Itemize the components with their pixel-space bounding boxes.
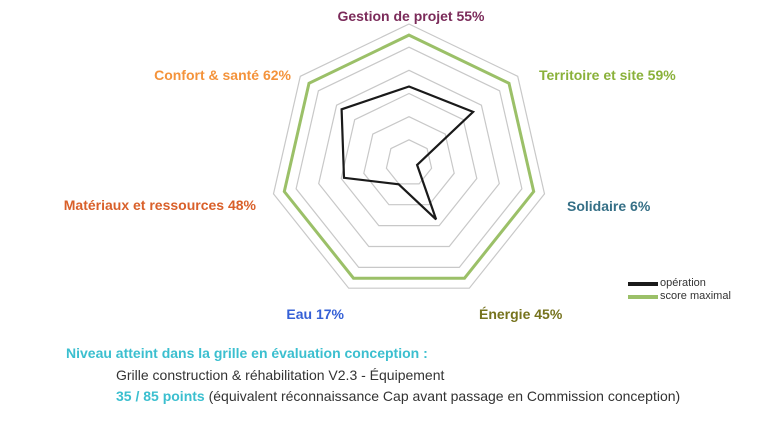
grid-ring-5 — [295, 46, 523, 268]
axis-label-eau: Eau 17% — [286, 306, 344, 322]
axis-name: Territoire et site — [539, 67, 648, 83]
axis-label-energie: Énergie 45% — [479, 306, 563, 322]
radar-chart: Gestion de projet 55% Territoire et site … — [64, 8, 676, 322]
axis-name: Confort & santé — [154, 67, 263, 83]
grid-ring-2 — [363, 116, 455, 206]
evaluation-heading: Niveau atteint dans la grille en évaluat… — [66, 345, 428, 361]
series-operation — [340, 85, 476, 221]
legend: opération score maximal — [628, 277, 731, 303]
points-value: 35 / 85 points — [116, 388, 205, 404]
grid-ring-6 — [272, 23, 546, 289]
grid-ring-4 — [318, 69, 500, 248]
axis-name: Énergie — [479, 306, 534, 322]
radar-series — [282, 33, 536, 280]
grid-ring-3 — [340, 92, 478, 227]
legend-swatch-operation — [628, 281, 658, 286]
radar-grid — [272, 23, 546, 289]
axis-label-materiaux-et-ressources: Matériaux et ressources 48% — [64, 197, 257, 213]
axis-name: Gestion de projet — [337, 8, 456, 24]
axis-value: 59% — [648, 67, 677, 83]
legend-item-score-maximal: score maximal — [628, 290, 731, 303]
axis-label-gestion-de-projet: Gestion de projet 55% — [337, 8, 485, 24]
legend-label-score-maximal: score maximal — [660, 290, 731, 302]
axis-value: 6% — [630, 198, 651, 214]
axis-name: Eau — [286, 306, 316, 322]
grid-name: Grille construction & réhabilitation V2.… — [116, 367, 445, 383]
axis-label-territoire-et-site: Territoire et site 59% — [539, 67, 676, 83]
axis-value: 17% — [316, 306, 345, 322]
axis-label-confort-sante: Confort & santé 62% — [154, 67, 291, 83]
legend-swatch-score-maximal — [628, 294, 658, 299]
grid-ring-1 — [385, 139, 433, 185]
axis-name: Matériaux et ressources — [64, 197, 228, 213]
axis-value: 48% — [228, 197, 257, 213]
axis-value: 45% — [534, 306, 563, 322]
axis-value: 55% — [456, 8, 485, 24]
axis-name: Solidaire — [567, 198, 630, 214]
legend-item-operation: opération — [628, 277, 731, 290]
axis-labels: Gestion de projet 55% Territoire et site … — [64, 8, 676, 322]
series-score-maximal — [282, 33, 536, 280]
axis-value: 62% — [263, 67, 292, 83]
legend-label-operation: opération — [660, 277, 706, 289]
points-line: 35 / 85 points (équivalent réconnaissanc… — [116, 388, 680, 404]
axis-label-solidaire: Solidaire 6% — [567, 198, 651, 214]
points-note: (équivalent réconnaissance Cap avant pas… — [204, 388, 681, 404]
